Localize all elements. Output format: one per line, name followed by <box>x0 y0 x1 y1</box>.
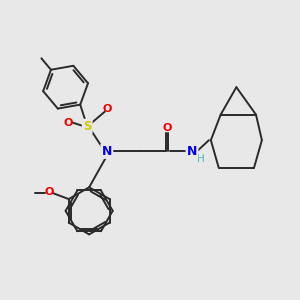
Text: N: N <box>187 145 197 158</box>
Text: S: S <box>83 120 92 133</box>
Text: O: O <box>103 104 112 114</box>
Text: H: H <box>197 154 205 164</box>
Text: N: N <box>102 145 112 158</box>
Text: O: O <box>64 118 73 128</box>
Text: O: O <box>44 187 54 197</box>
Text: O: O <box>162 123 172 134</box>
